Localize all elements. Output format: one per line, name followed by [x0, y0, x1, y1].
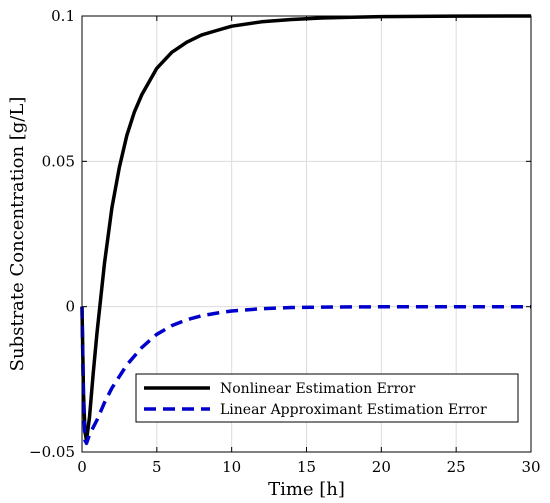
- legend: Nonlinear Estimation Error Linear Approx…: [135, 373, 519, 423]
- x-tick-label: 20: [372, 458, 391, 476]
- x-tick-label: 15: [297, 458, 316, 476]
- x-tick-label: 0: [77, 458, 87, 476]
- legend-label-linear: Linear Approximant Estimation Error: [220, 402, 487, 418]
- x-tick-label: 5: [152, 458, 162, 476]
- y-tick-label: −0.05: [29, 443, 75, 461]
- y-tick-label: 0: [65, 298, 75, 316]
- series-line-0: [80, 14, 532, 443]
- x-tick-label: 30: [521, 458, 540, 476]
- x-tick-label: 10: [222, 458, 241, 476]
- series-line-1: [80, 304, 531, 446]
- legend-label-nonlinear: Nonlinear Estimation Error: [220, 381, 416, 397]
- y-tick-label: 0.1: [51, 7, 75, 25]
- y-axis-title: Substrate Concentration [g/L]: [7, 97, 28, 372]
- x-tick-label: 25: [447, 458, 466, 476]
- y-tick-label: 0.05: [42, 152, 75, 170]
- x-axis-title: Time [h]: [268, 479, 345, 500]
- series-layer: [80, 14, 532, 446]
- legend-box: [135, 373, 519, 423]
